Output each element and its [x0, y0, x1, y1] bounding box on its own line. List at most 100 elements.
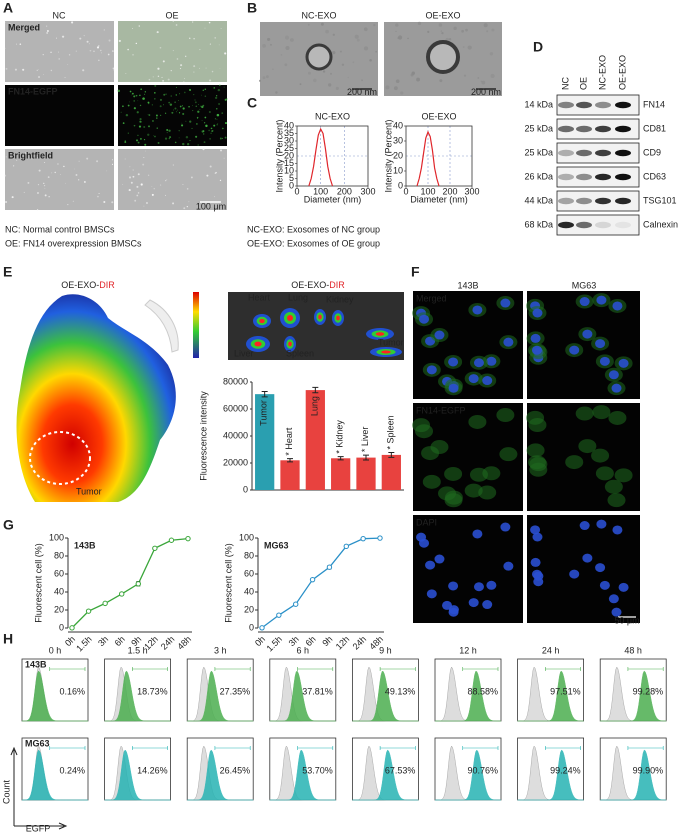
- texture-dot: [133, 124, 136, 127]
- organ-label: Liver: [234, 348, 254, 358]
- y-tick-label: 80: [244, 550, 254, 560]
- category-name: Spleen: [386, 415, 396, 443]
- point: [185, 535, 191, 542]
- row-label: MG63: [25, 738, 50, 748]
- band: [615, 101, 631, 109]
- texture-dot: [179, 93, 181, 95]
- legend-note: OE-EXO: Exosomes of OE group: [247, 238, 380, 248]
- texture-dot: [125, 73, 127, 74]
- band: [558, 149, 574, 157]
- texture-dot: [9, 23, 12, 26]
- texture-dot: [438, 23, 443, 27]
- texture-dot: [27, 181, 30, 184]
- y-axis-label: Fluorescence intensity: [198, 391, 208, 481]
- texture-dot: [363, 46, 369, 51]
- texture-dot: [182, 112, 185, 115]
- point: [360, 535, 366, 542]
- x-tick-label: 200: [337, 186, 352, 196]
- texture-dot: [5, 200, 8, 204]
- texture-dot: [122, 184, 124, 185]
- organ-signal: [254, 341, 262, 347]
- x-tick-label: 300: [464, 186, 479, 196]
- texture-dot: [483, 23, 488, 28]
- percent-label: 0.16%: [59, 686, 85, 696]
- y-tick-label: 20: [54, 604, 64, 614]
- percent-label: 0.24%: [59, 765, 85, 775]
- cell-nucleus: [434, 330, 445, 340]
- texture-dot: [139, 120, 142, 123]
- texture-dot: [46, 30, 49, 32]
- percent-label: 99.24%: [550, 765, 581, 775]
- sample-histogram: [434, 749, 502, 801]
- kda-label: 25 kDa: [524, 147, 553, 157]
- texture-dot: [272, 68, 274, 70]
- texture-dot: [202, 148, 205, 151]
- organ-label: Tumor: [378, 337, 404, 347]
- exosome: [426, 40, 460, 74]
- cell-nucleus: [448, 607, 459, 617]
- texture-dot: [209, 165, 212, 168]
- sample-histogram: [187, 749, 254, 801]
- texture-dot: [197, 144, 199, 146]
- percent-label: 49.13%: [385, 686, 416, 696]
- texture-dot: [117, 89, 121, 93]
- texture-dot: [63, 165, 65, 168]
- chart-title: NC-EXO: [315, 111, 350, 121]
- texture-dot: [178, 100, 180, 101]
- texture-dot: [59, 174, 61, 175]
- texture-dot: [220, 28, 222, 30]
- sample-histogram: [352, 749, 419, 801]
- texture-dot: [159, 98, 163, 101]
- texture-dot: [96, 160, 99, 163]
- gate: [214, 746, 251, 750]
- texture-dot: [4, 21, 6, 23]
- row-label: Merged: [8, 22, 40, 32]
- texture-dot: [320, 22, 324, 26]
- error-bar: [363, 454, 369, 461]
- texture-dot: [166, 132, 168, 134]
- line-series: [71, 538, 189, 629]
- y-tick-label: 80: [54, 550, 64, 560]
- texture-dot: [103, 201, 106, 204]
- texture-dot: [180, 64, 183, 67]
- point: [326, 564, 333, 570]
- cell-nucleus: [611, 383, 622, 393]
- gate: [132, 746, 168, 750]
- row-label: DAPI: [416, 517, 437, 527]
- column-header: 143B: [457, 280, 478, 290]
- texture-dot: [147, 174, 150, 176]
- cell-nucleus: [448, 383, 459, 393]
- texture-dot: [341, 63, 345, 66]
- gate: [545, 746, 581, 750]
- texture-dot: [127, 104, 130, 107]
- texture-dot: [101, 52, 103, 54]
- y-tick-label: 35: [284, 128, 294, 138]
- texture-dot: [140, 88, 143, 91]
- micrograph: [118, 85, 227, 146]
- texture-dot: [161, 76, 163, 79]
- cell-cytoplasm: [565, 455, 584, 470]
- texture-dot: [157, 75, 160, 77]
- micrograph: [5, 21, 114, 82]
- panel-label: D: [533, 39, 543, 55]
- percent-label: 97.51%: [550, 686, 581, 696]
- texture-dot: [43, 74, 44, 75]
- texture-dot: [219, 149, 223, 152]
- texture-dot: [88, 43, 90, 45]
- texture-dot: [212, 130, 214, 132]
- texture-dot: [221, 112, 224, 114]
- texture-dot: [11, 196, 14, 199]
- texture-dot: [172, 50, 174, 52]
- scale-bar-label: 200 nm: [471, 87, 501, 97]
- band: [595, 197, 611, 205]
- error-bar: [261, 390, 268, 398]
- category-name: Kidney: [335, 420, 345, 448]
- band: [576, 221, 592, 229]
- texture-dot: [120, 111, 122, 113]
- gate: [297, 746, 334, 750]
- texture-dot: [174, 107, 177, 110]
- texture-dot: [209, 43, 211, 45]
- organ-signal: [287, 315, 293, 321]
- cell-nucleus: [482, 376, 493, 386]
- x-tick-label: 24h: [159, 634, 177, 652]
